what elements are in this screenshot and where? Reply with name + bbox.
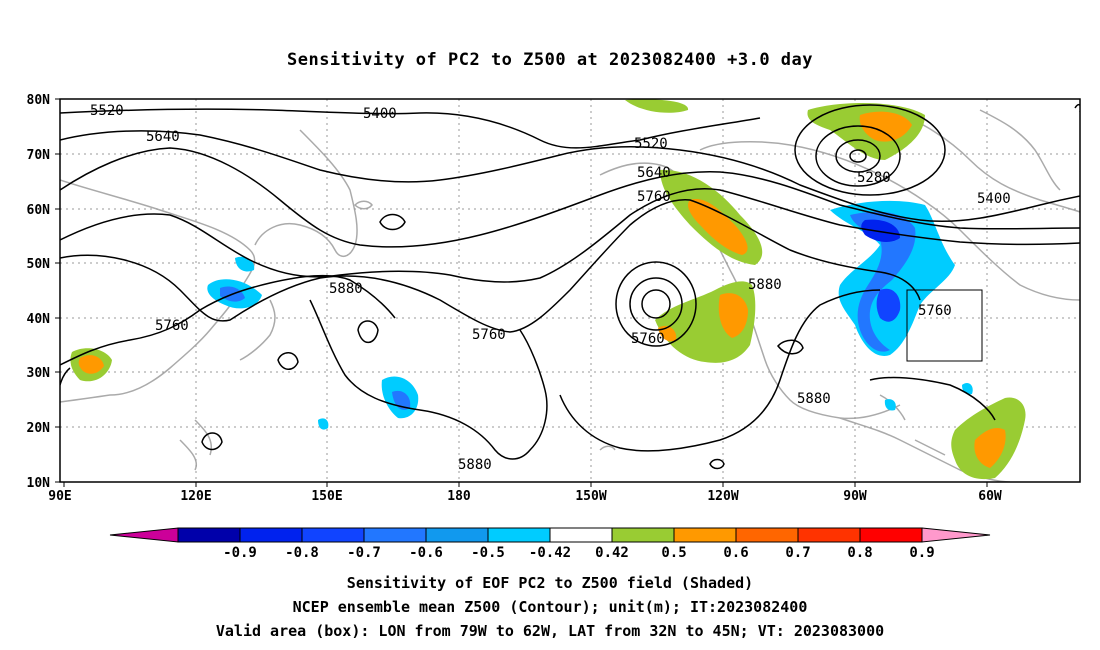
colorbar-cell xyxy=(425,527,489,543)
contour-label: 5880 xyxy=(748,277,782,293)
colorbar-cell xyxy=(611,527,675,543)
z500-contours xyxy=(60,103,1080,470)
contour-label: 5520 xyxy=(634,136,668,152)
colorbar-label: 0.9 xyxy=(909,545,934,561)
caption-shading: Sensitivity of EOF PC2 to Z500 field (Sh… xyxy=(346,574,754,592)
contour-label: 5280 xyxy=(857,170,891,186)
colorbar-cell xyxy=(673,527,737,543)
caption-valid-area: Valid area (box): LON from 79W to 62W, L… xyxy=(215,622,885,640)
map-title: Sensitivity of PC2 to Z500 at 2023082400… xyxy=(286,50,813,70)
contour-label: 5880 xyxy=(458,457,492,473)
colorbar-label: -0.7 xyxy=(347,545,381,561)
positive-region xyxy=(974,428,1006,468)
valid-area-box xyxy=(906,289,983,362)
lon-label: 150W xyxy=(575,489,606,504)
positive-region xyxy=(78,355,104,374)
colorbar-label: 0.5 xyxy=(661,545,686,561)
colorbar-cell xyxy=(797,527,861,543)
contour-label: 5760 xyxy=(918,303,952,319)
positive-region xyxy=(688,199,748,255)
lat-label: 70N xyxy=(27,148,51,163)
lon-label: 60W xyxy=(978,489,1002,504)
contour-label: 5400 xyxy=(977,191,1011,207)
lat-axis xyxy=(55,98,60,483)
lat-label: 60N xyxy=(27,203,51,218)
colorbar-label: -0.8 xyxy=(285,545,319,561)
colorbar-cell xyxy=(177,527,241,543)
lat-label: 30N xyxy=(27,366,51,381)
lat-label: 80N xyxy=(27,93,51,108)
lon-labels: 90E 120E 150E 180 150W 120W 90W 60W xyxy=(48,489,1002,504)
colorbar-cell xyxy=(859,527,923,543)
contour-labels: 5520 5400 5640 5520 5640 5760 5280 5400 … xyxy=(90,103,1011,473)
lon-axis xyxy=(63,482,988,487)
contour-label: 5880 xyxy=(329,281,363,297)
colorbar-cell xyxy=(921,527,991,543)
colorbar-label: 0.6 xyxy=(723,545,748,561)
plot-frame xyxy=(59,98,1081,483)
negative-region xyxy=(876,288,901,322)
lat-label: 40N xyxy=(27,312,51,327)
colorbar-cell xyxy=(301,527,365,543)
contour-label: 5520 xyxy=(90,103,124,119)
lon-label: 120E xyxy=(180,489,211,504)
contour-label: 5400 xyxy=(363,106,397,122)
positive-region xyxy=(625,99,689,113)
lon-label: 150E xyxy=(311,489,342,504)
negative-region xyxy=(850,211,916,352)
colorbar-label: -0.6 xyxy=(409,545,443,561)
colorbar-cell xyxy=(363,527,427,543)
lat-labels: 80N 70N 60N 50N 40N 30N 20N 10N xyxy=(27,93,51,491)
colorbar-label: -0.9 xyxy=(223,545,257,561)
negative-region xyxy=(318,418,329,430)
contour-label: 5760 xyxy=(472,327,506,343)
contour-label: 5760 xyxy=(637,189,671,205)
lon-label: 120W xyxy=(707,489,738,504)
lat-label: 50N xyxy=(27,257,51,272)
lon-label: 180 xyxy=(447,489,471,504)
positive-region xyxy=(859,111,912,142)
contour-label: 5640 xyxy=(637,165,671,181)
contour-label: 5760 xyxy=(631,331,665,347)
lat-label: 10N xyxy=(27,476,51,491)
negative-region xyxy=(861,219,900,242)
lon-label: 90W xyxy=(843,489,867,504)
sensitivity-shading xyxy=(70,99,1026,480)
contour-label: 5760 xyxy=(155,318,189,334)
contour-label: 5880 xyxy=(797,391,831,407)
colorbar-cell xyxy=(735,527,799,543)
colorbar-cell xyxy=(549,527,613,543)
colorbar-label: 0.7 xyxy=(785,545,810,561)
lat-label: 20N xyxy=(27,421,51,436)
colorbar-label: -0.5 xyxy=(471,545,505,561)
colorbar-cell xyxy=(239,527,303,543)
caption-contour: NCEP ensemble mean Z500 (Contour); unit(… xyxy=(292,598,808,616)
lon-label: 90E xyxy=(48,489,71,504)
colorbar-cell xyxy=(109,527,179,543)
colorbar-label: -0.42 xyxy=(529,545,571,561)
colorbar-cell xyxy=(487,527,551,543)
colorbar: -0.9 -0.8 -0.7 -0.6 -0.5 -0.42 0.42 0.5 0.6 0.7 0.… xyxy=(109,527,991,561)
colorbar-label: 0.8 xyxy=(847,545,872,561)
positive-region xyxy=(718,293,748,338)
negative-region xyxy=(884,399,896,411)
contour-label: 5640 xyxy=(146,129,180,145)
colorbar-label: 0.42 xyxy=(595,545,629,561)
